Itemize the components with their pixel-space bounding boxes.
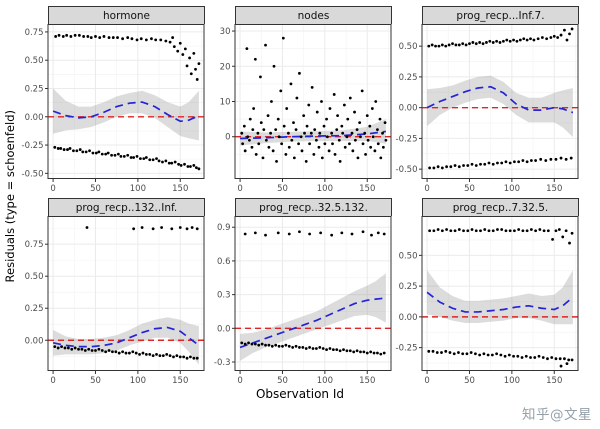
svg-text:-0.25: -0.25 xyxy=(396,344,418,354)
svg-text:0: 0 xyxy=(237,184,242,194)
svg-text:0.00: 0.00 xyxy=(399,313,418,323)
y-axis-title-text: Residuals (type = schoenfeld) xyxy=(3,109,17,283)
svg-text:0.6: 0.6 xyxy=(217,257,231,267)
panel-prog-recp-32-5-132: -0.3 0.0 0.3 0.6 0.9 0 50 100 150 xyxy=(205,216,392,386)
strip-prog-recp-32-5-132: prog_recp..32.5.132. xyxy=(235,198,392,216)
svg-text:0.00: 0.00 xyxy=(25,113,44,123)
svg-text:0.50: 0.50 xyxy=(399,251,418,261)
svg-text:10: 10 xyxy=(220,98,231,108)
svg-text:100: 100 xyxy=(317,376,333,386)
panel-svg: -0.25 0.00 0.25 0.50 0 50 100 150 xyxy=(396,216,579,386)
svg-text:-0.25: -0.25 xyxy=(22,141,44,151)
facet-grid: hormone -0.50 -0.25 0.00 0.25 0.50 0.75 0 50 100… xyxy=(18,6,580,386)
svg-text:100: 100 xyxy=(504,376,520,386)
panel-prog-recp-7-32-5: -0.25 0.00 0.25 0.50 0 50 100 150 xyxy=(392,216,579,386)
svg-text:0.0: 0.0 xyxy=(217,324,231,334)
svg-text:0: 0 xyxy=(50,184,55,194)
svg-text:-0.50: -0.50 xyxy=(396,165,418,175)
strip-prog-recp-132-inf: prog_recp..132..Inf. xyxy=(48,198,205,216)
facet-prog-recp-32-5-132: prog_recp..32.5.132. -0.3 0.0 0.3 0.6 0.9 0 50… xyxy=(205,198,392,386)
panel-svg: -0.3 0.0 0.3 0.6 0.9 0 50 100 150 xyxy=(214,216,392,386)
svg-text:-0.25: -0.25 xyxy=(396,134,418,144)
svg-text:0.00: 0.00 xyxy=(25,336,44,346)
panel-prog-recp-132-inf: 0.00 0.25 0.50 0.75 0 50 100 150 xyxy=(18,216,205,386)
svg-text:100: 100 xyxy=(130,376,146,386)
x-axis-title: Observation Id xyxy=(255,387,345,401)
strip-hormone: hormone xyxy=(48,6,205,24)
svg-text:50: 50 xyxy=(464,184,475,194)
svg-text:0: 0 xyxy=(50,376,55,386)
svg-text:30: 30 xyxy=(220,27,231,37)
facet-prog-recp-132-inf: prog_recp..132..Inf. 0.00 0.25 0.50 0.75 0 50… xyxy=(18,198,205,386)
svg-text:0.50: 0.50 xyxy=(399,42,418,52)
facet-prog-recp-inf-7: prog_recp...Inf.7. -0.50 -0.25 0.00 0.25 0.5… xyxy=(392,6,579,194)
svg-text:0.00: 0.00 xyxy=(399,104,418,114)
svg-text:100: 100 xyxy=(504,184,520,194)
svg-text:50: 50 xyxy=(464,376,475,386)
svg-text:20: 20 xyxy=(220,62,231,72)
svg-text:50: 50 xyxy=(90,184,101,194)
facet-hormone: hormone -0.50 -0.25 0.00 0.25 0.50 0.75 0 50 100… xyxy=(18,6,205,194)
svg-text:50: 50 xyxy=(90,376,101,386)
svg-text:0.50: 0.50 xyxy=(25,272,44,282)
svg-text:0.25: 0.25 xyxy=(399,73,418,83)
plot-area: Residuals (type = schoenfeld) hormone -0… xyxy=(2,6,580,386)
svg-text:0.3: 0.3 xyxy=(217,291,231,301)
y-axis-title: Residuals (type = schoenfeld) xyxy=(2,6,18,386)
svg-text:150: 150 xyxy=(546,184,562,194)
strip-prog-recp-7-32-5: prog_recp..7.32.5. xyxy=(422,198,579,216)
svg-text:0.25: 0.25 xyxy=(25,84,44,94)
panel-svg: 0 10 20 30 0 50 100 150 xyxy=(220,24,392,194)
svg-text:150: 150 xyxy=(172,376,188,386)
svg-text:-0.50: -0.50 xyxy=(22,169,44,179)
svg-text:100: 100 xyxy=(317,184,333,194)
svg-text:150: 150 xyxy=(172,184,188,194)
panel-svg: -0.50 -0.25 0.00 0.25 0.50 0.75 0 50 100 150 xyxy=(22,24,205,194)
svg-text:150: 150 xyxy=(546,376,562,386)
svg-text:0.75: 0.75 xyxy=(25,28,44,38)
panel-svg: -0.50 -0.25 0.00 0.25 0.50 0 50 100 150 xyxy=(396,24,579,194)
svg-text:-0.3: -0.3 xyxy=(214,358,231,368)
panel-nodes: 0 10 20 30 0 50 100 150 xyxy=(205,24,392,194)
svg-text:0.50: 0.50 xyxy=(25,56,44,66)
strip-nodes: nodes xyxy=(235,6,392,24)
panel-hormone: -0.50 -0.25 0.00 0.25 0.50 0.75 0 50 100 150 xyxy=(18,24,205,194)
svg-text:150: 150 xyxy=(359,376,375,386)
panel-prog-recp-inf-7: -0.50 -0.25 0.00 0.25 0.50 0 50 100 150 xyxy=(392,24,579,194)
svg-text:0.25: 0.25 xyxy=(399,282,418,292)
svg-text:0.25: 0.25 xyxy=(25,304,44,314)
svg-text:100: 100 xyxy=(130,184,146,194)
svg-text:50: 50 xyxy=(277,376,288,386)
watermark: 知乎@文星 xyxy=(522,407,592,423)
svg-text:0: 0 xyxy=(225,133,230,143)
svg-text:0: 0 xyxy=(424,184,429,194)
svg-text:0: 0 xyxy=(237,376,242,386)
svg-text:150: 150 xyxy=(359,184,375,194)
svg-text:0: 0 xyxy=(424,376,429,386)
facet-nodes: nodes 0 10 20 30 0 50 100 150 xyxy=(205,6,392,194)
strip-prog-recp-inf-7: prog_recp...Inf.7. xyxy=(422,6,579,24)
svg-text:0.9: 0.9 xyxy=(217,223,231,233)
svg-text:0.75: 0.75 xyxy=(25,240,44,250)
svg-text:50: 50 xyxy=(277,184,288,194)
panel-svg: 0.00 0.25 0.50 0.75 0 50 100 150 xyxy=(25,216,205,386)
facet-prog-recp-7-32-5: prog_recp..7.32.5. -0.25 0.00 0.25 0.50 0 50 1… xyxy=(392,198,579,386)
